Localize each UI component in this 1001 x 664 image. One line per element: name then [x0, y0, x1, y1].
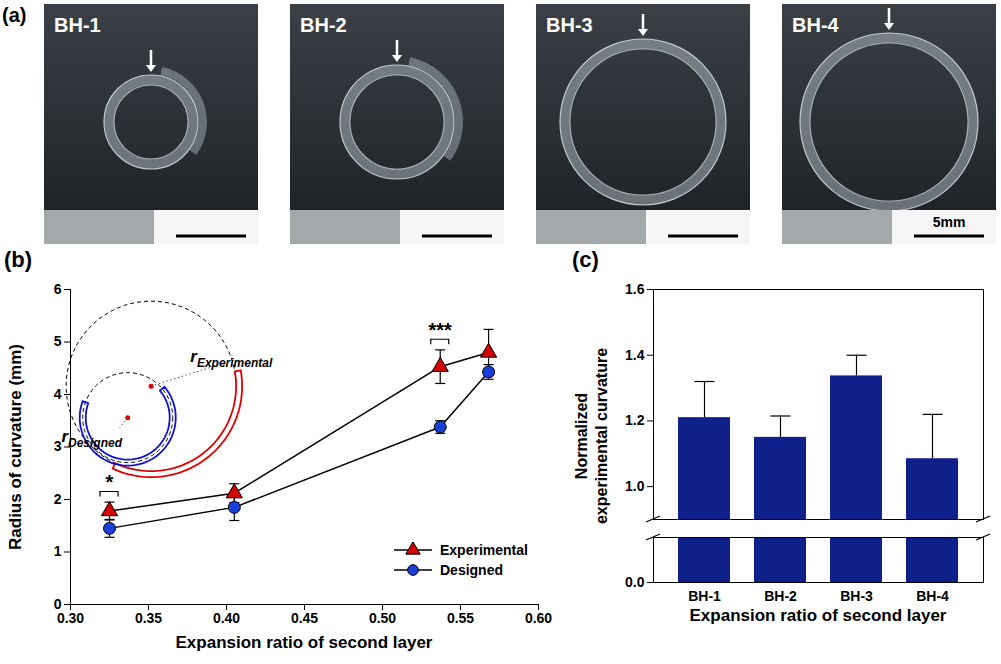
svg-text:0.55: 0.55	[447, 610, 474, 626]
svg-text:BH-1: BH-1	[54, 14, 101, 36]
svg-text:1: 1	[54, 543, 62, 559]
svg-text:BH-2: BH-2	[764, 588, 797, 604]
svg-text:4: 4	[54, 386, 62, 402]
html-text:experimental curvature: experimental curvature	[593, 348, 610, 524]
html-text:(b): (b)	[4, 247, 33, 272]
svg-text:***: ***	[429, 319, 453, 341]
svg-text:BH-3: BH-3	[840, 588, 873, 604]
svg-text:3: 3	[53, 438, 62, 455]
svg-text:BH-4: BH-4	[792, 14, 840, 36]
svg-text:6: 6	[54, 281, 62, 297]
svg-text:5: 5	[54, 333, 62, 349]
svg-text:0.50: 0.50	[369, 610, 396, 626]
html-text:Experimental: Experimental	[440, 542, 528, 558]
svg-text:1.4: 1.4	[625, 347, 645, 363]
svg-text:0.30: 0.30	[57, 610, 84, 626]
svg-text:rExperimental: rExperimental	[190, 347, 273, 370]
html-text:Designed: Designed	[440, 562, 503, 578]
svg-text:2: 2	[54, 491, 62, 507]
svg-text:(a): (a)	[2, 4, 26, 26]
svg-text:5mm: 5mm	[933, 214, 966, 230]
html-text:Expansion ratio of second laye: Expansion ratio of second layer	[689, 606, 947, 625]
svg-text:BH-1: BH-1	[688, 588, 721, 604]
svg-text:1.6: 1.6	[625, 281, 645, 297]
svg-text:rDesigned: rDesigned	[61, 427, 122, 450]
html-text:Expansion ratio of second laye: Expansion ratio of second layer	[175, 633, 433, 652]
html-text:Radius of curvature (mm): Radius of curvature (mm)	[6, 343, 25, 550]
svg-text:1.2: 1.2	[625, 412, 645, 428]
svg-text:0: 0	[53, 596, 62, 612]
svg-text:0.0: 0.0	[625, 574, 645, 590]
svg-text:0.45: 0.45	[291, 610, 318, 626]
html-text:(c): (c)	[572, 247, 599, 272]
html-text:Normalized: Normalized	[573, 392, 590, 480]
svg-text:0.35: 0.35	[135, 610, 162, 626]
svg-text:BH-2: BH-2	[300, 14, 347, 36]
svg-text:0.60: 0.60	[525, 610, 552, 626]
svg-text:0.40: 0.40	[213, 610, 240, 626]
svg-text:BH-4: BH-4	[916, 588, 949, 604]
svg-text:1.0: 1.0	[625, 478, 645, 494]
svg-text:*: *	[106, 471, 114, 493]
svg-text:BH-3: BH-3	[546, 14, 593, 36]
